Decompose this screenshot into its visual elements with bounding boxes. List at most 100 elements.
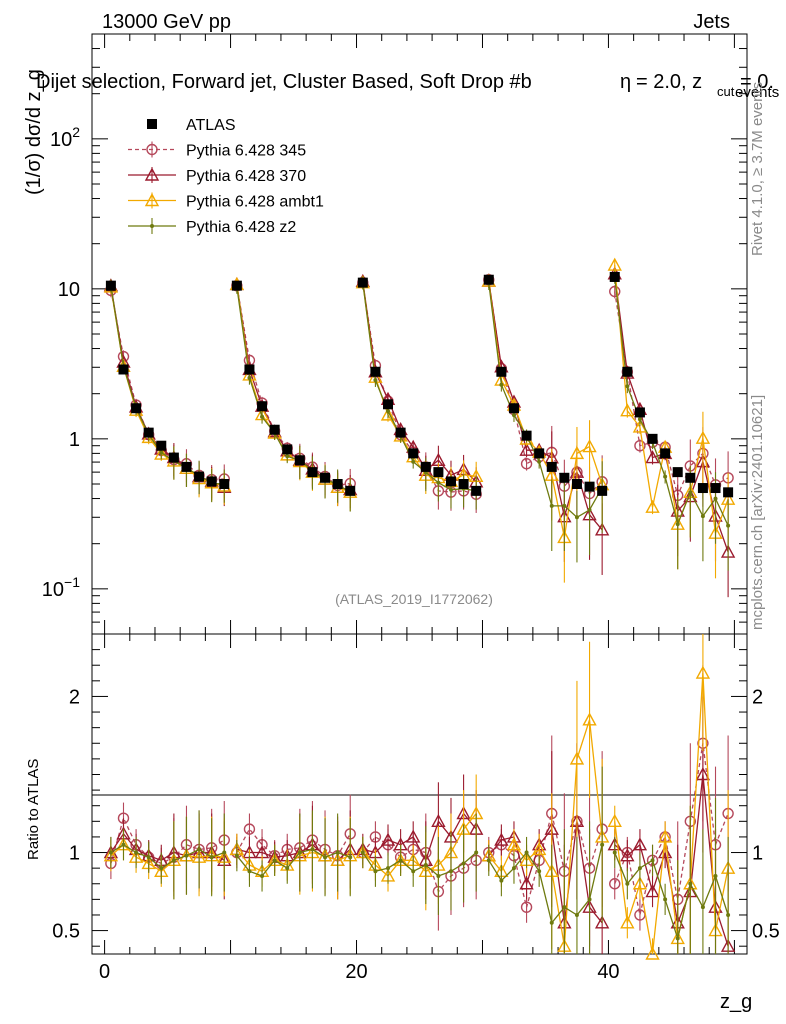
legend: ATLAS Pythia 6.428 345 Pythia 6.428 370 Pyt… [128,117,324,236]
x-tick-label: 40 [597,961,619,983]
marker-atlas [420,461,431,472]
ratio-marker-z2 [688,881,693,886]
marker-p370 [519,442,534,456]
marker-z2 [663,474,668,479]
marker-z2 [726,523,731,528]
marker-z2 [587,507,592,512]
ratio-marker-z2 [726,912,731,917]
marker-z2 [700,514,705,519]
ratio-marker-z2 [411,869,416,874]
marker-z2 [373,378,378,383]
marker-z2 [688,490,693,495]
ratio-marker-ambt1 [569,751,585,765]
y-tick-label: 10−1 [42,574,80,601]
marker-atlas [723,487,734,498]
marker-z2 [386,409,391,414]
marker-atlas [345,485,356,496]
ratio-marker-z2 [386,866,391,871]
ratio-series-p345 [105,665,734,954]
ratio-tick-label-right: 0.5 [752,921,780,943]
ratio-marker-p370 [406,829,421,843]
ratio-marker-z2 [663,897,668,902]
ratio-y-axis-label: Ratio to ATLAS [25,759,42,860]
marker-atlas [559,472,570,483]
legend-marker-p345 [146,143,158,156]
marker-atlas [194,471,205,482]
marker-atlas [395,427,406,438]
marker-ambt1 [632,419,648,433]
ratio-marker-z2 [511,866,516,871]
ratio-line-p345 [614,743,729,916]
rivet-version-label: Rivet 4.1.0, ≥ 3.7M events [749,82,766,256]
marker-atlas [206,476,217,487]
series-atlas [105,271,734,498]
marker-z2 [562,503,567,508]
ratio-marker-p345 [609,878,621,890]
marker-z2 [511,413,516,418]
marker-z2 [713,496,718,501]
marker-atlas [307,467,318,478]
series-line-z2 [614,276,729,527]
selection-title-rest: = 2.0, z [636,71,702,93]
marker-atlas [710,483,721,494]
ratio-marker-p370 [494,832,509,846]
marker-atlas [508,403,519,414]
selection-title: Dijet selection, Forward jet, Cluster Ba… [36,71,532,93]
ratio-line-z2 [614,852,729,941]
marker-z2 [159,450,164,455]
x-tick-label: 20 [345,961,367,983]
selection-title-sub: cut [717,84,735,99]
ratio-marker-z2 [549,920,554,925]
ratio-marker-z2 [209,855,214,860]
marker-p345 [609,285,621,298]
series-line-ambt1 [236,284,351,493]
ratio-marker-z2 [423,863,428,868]
marker-atlas [458,479,469,489]
ratio-marker-z2 [637,866,642,871]
ratio-line-ambt1 [614,672,729,955]
marker-atlas [597,485,608,496]
ratio-marker-ambt1 [506,837,522,851]
marker-atlas [647,433,658,444]
selection-title-main: Dijet selection, Forward jet, Cluster Ba… [36,71,532,93]
ratio-marker-z2 [323,855,328,860]
marker-atlas [483,274,494,285]
ratio-marker-p370 [632,837,648,851]
y-axis-label: (1/σ) dσ/d z_g [23,69,45,195]
ratio-marker-p370 [594,915,610,929]
ratio-marker-z2 [486,858,491,863]
series-line-p370 [362,281,477,483]
ratio-marker-ambt1 [657,829,673,843]
marker-atlas [521,430,532,441]
marker-z2 [436,480,441,485]
ratio-marker-z2 [360,850,365,855]
marker-z2 [574,515,579,520]
y-tick-label: 102 [50,124,80,151]
series-line-ambt1 [488,281,603,538]
ratio-line-p370 [110,832,225,862]
ratio-marker-ambt1 [607,813,622,828]
ratio-marker-z2 [146,855,151,860]
ratio-marker-z2 [650,858,655,863]
ratio-series [103,634,736,960]
ratio-marker-z2 [700,905,705,910]
ratio-line-z2 [236,848,351,877]
energy-label: 13000 GeV pp [102,11,231,33]
ratio-marker-ambt1 [582,712,597,726]
series-line-z2 [236,286,351,494]
marker-ambt1 [380,407,396,421]
ratio-marker-z2 [537,869,542,874]
ratio-marker-z2 [222,850,227,855]
x-axis-label: z_g [720,991,752,1013]
marker-ambt1 [582,439,597,453]
marker-atlas [219,479,230,489]
ratio-line-z2 [110,843,225,869]
marker-ambt1 [645,499,660,513]
ratio-line-p370 [362,812,477,862]
series-line-p345 [488,279,603,495]
series-z2 [108,270,731,571]
marker-atlas [282,444,293,455]
ratio-marker-z2 [474,850,479,855]
ratio-line-z2 [488,844,603,925]
